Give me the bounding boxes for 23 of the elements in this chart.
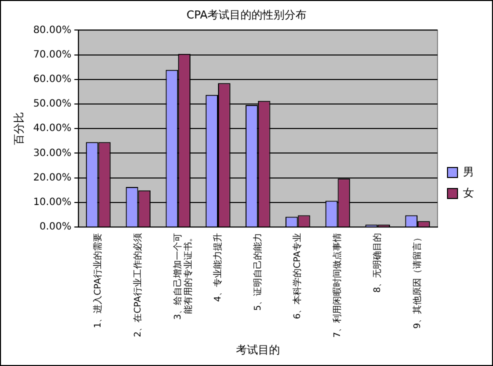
y-tick-label: 20.00% <box>33 172 72 184</box>
y-axis-title: 百分比 <box>12 112 26 146</box>
y-tick-label: 10.00% <box>33 197 72 208</box>
x-tick-label: 6、本科学的CPA专业 <box>292 233 304 320</box>
x-axis-title: 考试目的 <box>236 343 280 356</box>
y-tick-label: 70.00% <box>33 49 72 60</box>
x-tick-label: 1、进入CPA行业的需要 <box>92 233 104 328</box>
y-tick-label: 60.00% <box>33 74 72 86</box>
x-tick-label: 9、其他原因（请留言） <box>412 233 423 329</box>
x-tick-label: 7、利用闲暇时间做点事情 <box>332 233 344 338</box>
y-tick-label: 80.00% <box>33 24 72 36</box>
y-tick-label: 50.00% <box>33 98 72 110</box>
x-tick-label: 2、在CPA行业工作的必须 <box>132 233 144 338</box>
chart-title: CPA考试目的的性别分布 <box>186 8 307 22</box>
x-tick-label: 8、无明确目的 <box>372 233 383 293</box>
x-tick-label: 3、给自己增加一个可能有用的专业证书。 <box>172 233 194 320</box>
y-tick-label: 0.00% <box>40 222 72 233</box>
x-tick-label: 4、专业能力提升 <box>212 233 224 302</box>
y-tick-label: 40.00% <box>33 123 72 134</box>
y-tick-label: 30.00% <box>33 148 72 159</box>
x-tick-label: 5、证明自己的能力 <box>252 233 264 311</box>
legend-label: 女 <box>463 186 474 200</box>
legend-label: 男 <box>463 165 474 178</box>
